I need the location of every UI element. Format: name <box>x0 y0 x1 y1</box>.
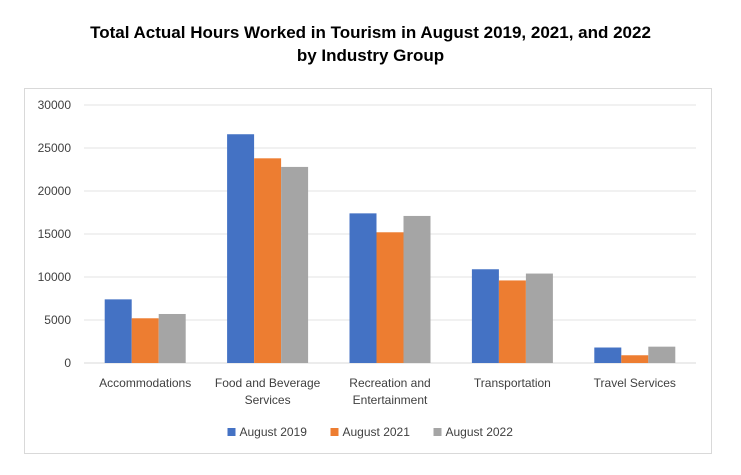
x-category-label: Recreation and <box>349 376 430 390</box>
legend-label: August 2019 <box>240 425 308 439</box>
bar-august-2021 <box>131 318 159 363</box>
bar-august-2021 <box>376 232 404 363</box>
bar-august-2019 <box>104 299 132 363</box>
y-tick-label: 0 <box>64 356 71 370</box>
x-category-label: Accommodations <box>99 376 191 390</box>
legend-swatch <box>330 428 339 436</box>
chart-subtitle: by Industry Group <box>296 46 445 65</box>
bar-august-2021 <box>621 355 649 363</box>
x-category-label: Entertainment <box>353 393 428 407</box>
bar-august-2019 <box>594 347 622 363</box>
y-tick-label: 5000 <box>44 313 71 327</box>
bar-august-2019 <box>227 134 255 363</box>
chart-area <box>24 88 712 454</box>
bar-august-2021 <box>498 280 526 363</box>
bar-august-2019 <box>349 213 377 363</box>
chart-title: Total Actual Hours Worked in Tourism in … <box>90 23 651 42</box>
x-category-label: Services <box>245 393 291 407</box>
legend-label: August 2022 <box>446 425 514 439</box>
bar-august-2022 <box>525 273 553 363</box>
legend-swatch <box>433 428 442 436</box>
y-tick-label: 30000 <box>38 98 72 112</box>
bar-august-2022 <box>158 313 186 363</box>
bar-august-2021 <box>254 158 282 363</box>
y-tick-label: 15000 <box>38 227 72 241</box>
legend-label: August 2021 <box>343 425 411 439</box>
x-category-label: Transportation <box>474 376 551 390</box>
bar-august-2022 <box>281 166 309 363</box>
x-category-label: Food and Beverage <box>215 376 321 390</box>
y-tick-label: 10000 <box>38 270 72 284</box>
bar-august-2019 <box>471 269 499 363</box>
y-tick-label: 25000 <box>38 141 72 155</box>
x-category-label: Travel Services <box>594 376 676 390</box>
bar-august-2022 <box>648 346 676 363</box>
y-tick-label: 20000 <box>38 184 72 198</box>
bar-august-2022 <box>403 215 431 363</box>
legend-swatch <box>227 428 236 436</box>
